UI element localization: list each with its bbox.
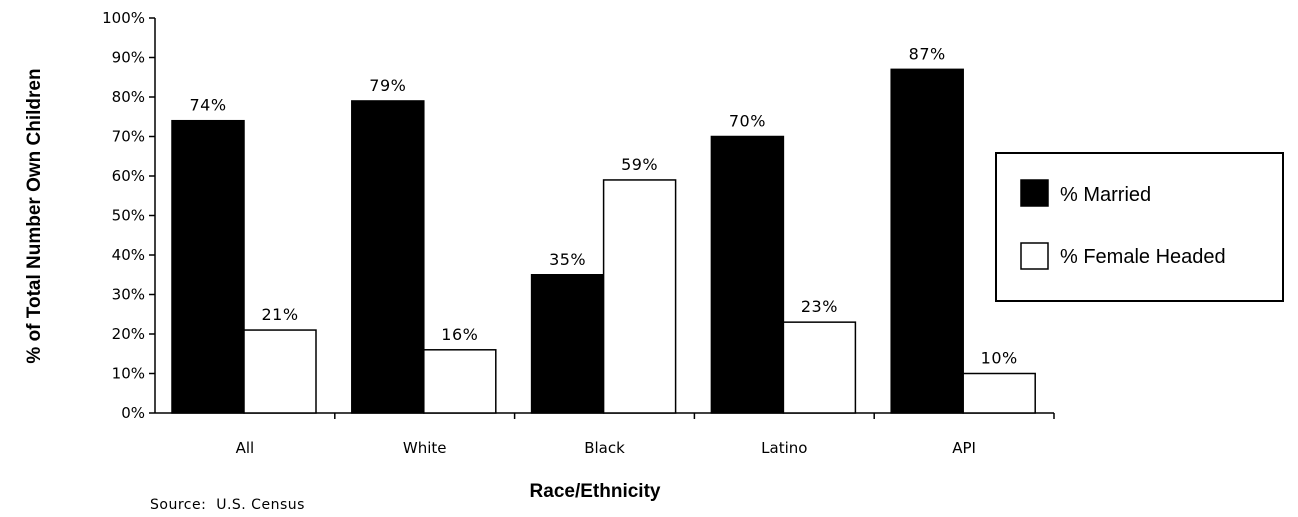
bar-female-headed: [782, 321, 857, 414]
source-note: Source: U.S. Census: [150, 497, 305, 513]
x-category-label: White: [403, 439, 447, 457]
data-label-married: 35%: [549, 250, 586, 269]
bar-married: [530, 274, 605, 414]
bar-female-headed: [243, 329, 317, 414]
bar-married: [351, 100, 425, 414]
y-tick-label: 90%: [112, 49, 145, 67]
data-label-married: 87%: [909, 44, 946, 63]
y-tick-label: 40%: [112, 246, 145, 264]
legend-swatch-married: [1020, 179, 1049, 207]
data-label-female-headed: 16%: [441, 325, 478, 344]
data-label-female-headed: 59%: [621, 155, 658, 174]
data-label-female-headed: 10%: [981, 349, 1018, 368]
x-category-label: Black: [584, 439, 625, 457]
y-tick-label: 100%: [102, 9, 145, 27]
data-label-married: 79%: [369, 76, 406, 95]
legend-swatch-female-headed: [1020, 242, 1049, 270]
data-label-married: 74%: [189, 96, 226, 115]
y-axis-title: % of Total Number Own Children: [24, 68, 45, 363]
bar-married: [710, 135, 785, 414]
x-category-label: Latino: [761, 439, 807, 457]
x-category-label: API: [952, 439, 976, 457]
x-category-label: All: [236, 439, 255, 457]
legend-label-married: % Married: [1060, 184, 1151, 206]
data-label-married: 70%: [729, 112, 766, 131]
bar-female-headed: [423, 349, 497, 414]
y-tick-label: 70%: [112, 128, 145, 146]
bar-female-headed: [962, 372, 1036, 414]
legend-label-female-headed: % Female Headed: [1060, 246, 1226, 268]
y-tick-label: 60%: [112, 167, 145, 185]
bar-female-headed: [602, 179, 677, 414]
legend: % Married % Female Headed: [995, 152, 1284, 302]
y-axis: 0% 10% 20% 30% 40% 50% 60% 70% 80% 90% 100%: [102, 9, 156, 422]
y-tick-label: 80%: [112, 88, 145, 106]
data-labels: 74% 21% 79% 16% 35% 59% 70% 23% 87% 10%: [189, 44, 1017, 367]
bars: [171, 68, 1036, 414]
y-tick-label: 20%: [112, 325, 145, 343]
bar-married: [890, 68, 964, 414]
y-tick-label: 50%: [112, 207, 145, 225]
y-tick-label: 30%: [112, 286, 145, 304]
bar-married: [171, 119, 245, 414]
data-label-female-headed: 21%: [261, 305, 298, 324]
x-axis: All White Black Latino API: [155, 412, 1055, 457]
legend-box: [995, 152, 1284, 302]
y-tick-label: 0%: [121, 404, 145, 422]
data-label-female-headed: 23%: [801, 297, 838, 316]
y-tick-label: 10%: [112, 365, 145, 383]
x-axis-title: Race/Ethnicity: [530, 481, 661, 502]
